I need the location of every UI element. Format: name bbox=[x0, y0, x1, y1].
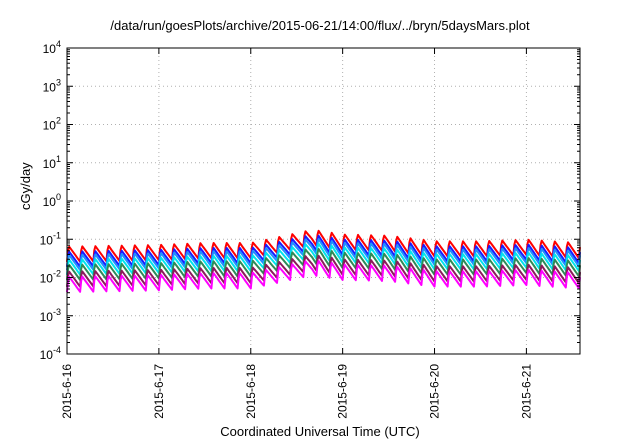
y-tick-label: 10-2 bbox=[40, 269, 61, 286]
x-ticks: 2015-6-16 2015-6-17 2015-6-18 2015-6-19 2015… bbox=[60, 48, 533, 419]
chart-title: /data/run/goesPlots/archive/2015-06-21/1… bbox=[110, 18, 530, 33]
series-group bbox=[66, 229, 581, 293]
y-tick-label: 102 bbox=[43, 116, 61, 133]
y-tick-label: 10-4 bbox=[40, 345, 61, 362]
series-line bbox=[66, 242, 581, 276]
x-tick-label: 2015-6-17 bbox=[152, 364, 166, 419]
x-tick-label: 2015-6-21 bbox=[519, 364, 533, 419]
y-tick-label: 103 bbox=[43, 77, 61, 94]
y-tick-label: 10-3 bbox=[40, 307, 61, 324]
series-line bbox=[66, 254, 581, 288]
series-line bbox=[66, 229, 581, 263]
y-axis-label: cGy/day bbox=[18, 162, 33, 210]
x-axis-label: Coordinated Universal Time (UTC) bbox=[220, 424, 420, 439]
y-tick-label: 10-1 bbox=[40, 230, 61, 247]
x-tick-label: 2015-6-16 bbox=[60, 364, 74, 419]
y-ticks: 10-4 10-3 10-2 10-1 100 101 102 103 104 bbox=[40, 39, 580, 362]
series-line bbox=[66, 234, 581, 268]
y-tick-label: 104 bbox=[43, 39, 61, 56]
y-tick-label: 101 bbox=[43, 154, 61, 171]
x-tick-label: 2015-6-20 bbox=[428, 364, 442, 419]
x-tick-label: 2015-6-18 bbox=[244, 364, 258, 419]
series-line bbox=[66, 248, 581, 281]
series-line bbox=[66, 259, 581, 293]
series-line bbox=[66, 238, 581, 271]
x-tick-label: 2015-6-19 bbox=[336, 364, 350, 419]
y-tick-label: 100 bbox=[43, 192, 61, 209]
grid-lines bbox=[66, 48, 580, 354]
